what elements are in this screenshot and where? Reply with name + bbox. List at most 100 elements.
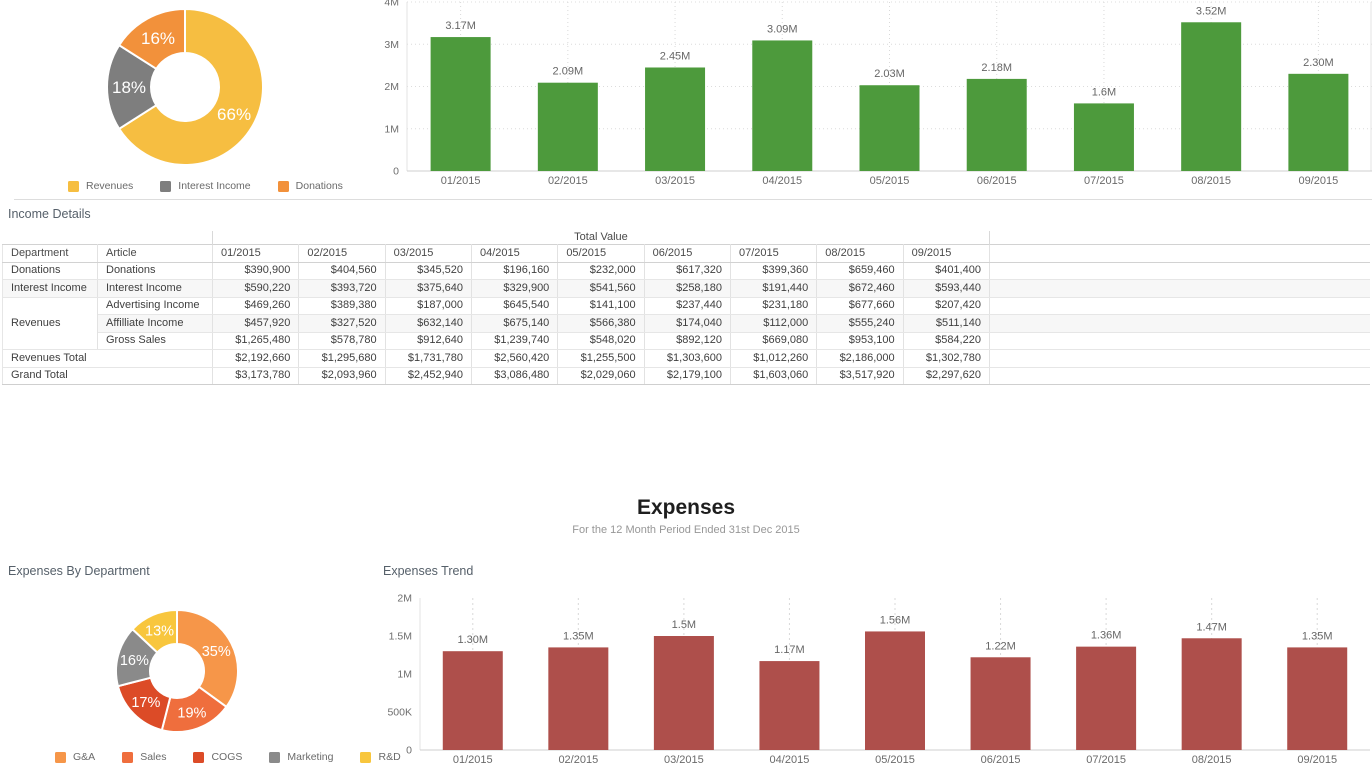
bar-04-2015[interactable] [759, 661, 820, 750]
value-cell: $345,520 [385, 262, 472, 280]
column-header-04-2015: 04/2015 [471, 244, 559, 263]
bar-03-2015[interactable] [645, 67, 706, 171]
legend-item-sales[interactable]: Sales [122, 751, 166, 763]
bar-07-2015[interactable] [1073, 103, 1134, 171]
bar-08-2015[interactable] [1181, 22, 1242, 172]
y-axis-tick-label: 4M [384, 0, 399, 9]
expenses-donut-legend: G&A Sales COGS Marketing R&D [55, 751, 401, 763]
value-cell: $2,192,660 [212, 349, 300, 368]
column-header-08-2015: 08/2015 [816, 244, 904, 263]
bar-value-label: 2.30M [1303, 57, 1334, 69]
value-cell: $659,460 [816, 262, 904, 280]
bar-value-label: 1.56M [880, 614, 911, 626]
value-cell: $404,560 [298, 262, 386, 280]
bar-09-2015[interactable] [1288, 73, 1349, 171]
value-cell: $672,460 [816, 279, 904, 298]
expenses-title: Expenses [636, 496, 736, 519]
value-cell: $231,180 [730, 297, 818, 315]
bar-02-2015[interactable] [548, 647, 609, 750]
value-cell: $1,302,780 [903, 349, 990, 368]
value-cell: $469,260 [212, 297, 300, 315]
bar-08-2015[interactable] [1181, 638, 1242, 750]
legend-item-cogs[interactable]: COGS [193, 751, 242, 763]
value-cell: $584,220 [903, 332, 990, 350]
value-cell: $1,303,600 [644, 349, 731, 368]
value-cell: $645,540 [471, 297, 559, 315]
value-cell: $141,100 [557, 297, 645, 315]
value-cell: $1,255,500 [557, 349, 645, 368]
income-trend-bar-chart: 4M 3M 2M 1M 0 3.17M 01/2015 2.09M 02/2015 2.45M 03… [380, 0, 1372, 205]
legend-item-g-a[interactable]: G&A [55, 751, 95, 763]
value-cell: $3,086,480 [471, 366, 559, 385]
x-axis-category-label: 05/2015 [875, 754, 915, 766]
table-row: Revenues Advertising Income $469,260 $389,3… [2, 297, 1370, 350]
bar-01-2015[interactable] [430, 37, 491, 171]
legend-swatch-icon [160, 180, 172, 192]
bar-02-2015[interactable] [537, 82, 598, 171]
x-axis-category-label: 01/2015 [441, 175, 481, 187]
row-label-grand-total: Grand Total [2, 366, 213, 385]
table-row: Revenues Total $2,192,660 $1,295,680 $1,731… [2, 349, 1370, 368]
article-cell: Gross Sales [97, 332, 213, 350]
table-row: Interest Income Interest Income $590,220 $3… [2, 279, 1370, 298]
table-row: Grand Total $3,173,780 $2,093,960 $2,452,94… [2, 366, 1370, 385]
bar-05-2015[interactable] [865, 631, 925, 750]
section-divider [14, 199, 1372, 200]
table-row: Gross Sales $1,265,480 $578,780 $912,640 $1,… [3, 332, 1370, 350]
value-cell: $511,140 [903, 314, 990, 333]
bar-07-2015[interactable] [1076, 646, 1137, 750]
slice-percent-label: 16% [120, 653, 149, 669]
legend-label: G&A [73, 751, 96, 763]
x-axis-category-label: 07/2015 [1086, 754, 1126, 766]
value-cell: $390,900 [212, 262, 300, 280]
column-header-01-2015: 01/2015 [212, 244, 300, 263]
bar-04-2015[interactable] [752, 40, 813, 172]
bar-value-label: 2.45M [660, 50, 691, 62]
article-cell: Advertising Income [97, 297, 213, 315]
value-cell: $1,265,480 [212, 332, 300, 350]
slice-percent-label: 19% [177, 705, 206, 721]
column-header-05-2015: 05/2015 [557, 244, 645, 263]
x-axis-category-label: 07/2015 [1084, 175, 1124, 187]
slice-percent-label: 13% [145, 624, 174, 640]
legend-item-donations[interactable]: Donations [277, 180, 343, 192]
column-header-article: Article [97, 244, 213, 263]
value-cell: $2,297,620 [903, 366, 990, 385]
bar-05-2015[interactable] [859, 85, 920, 171]
legend-item-interest-income[interactable]: Interest Income [160, 180, 251, 192]
income-trend-bar-svg: 4M 3M 2M 1M 0 3.17M 01/2015 2.09M 02/2015 2.45M 03… [384, 0, 1372, 187]
x-axis-category-label: 04/2015 [762, 175, 802, 187]
donut-slice-donations[interactable] [118, 8, 186, 70]
value-cell: $548,020 [557, 332, 645, 350]
legend-label: R&D [378, 751, 401, 763]
value-cell: $389,380 [298, 297, 386, 315]
bar-value-label: 1.36M [1091, 630, 1122, 642]
bar-09-2015[interactable] [1287, 647, 1348, 750]
legend-label: Marketing [287, 751, 334, 763]
bar-03-2015[interactable] [653, 636, 714, 750]
y-axis-tick-label: 2M [384, 81, 399, 93]
column-header-department: Department [2, 244, 98, 263]
legend-item-r-d[interactable]: R&D [360, 751, 401, 763]
donut-slice-revenues[interactable] [118, 8, 264, 166]
bar-06-2015[interactable] [970, 657, 1031, 750]
value-cell: $401,400 [903, 262, 990, 280]
value-cell: $196,160 [471, 262, 559, 280]
slice-percent-label: 35% [202, 644, 231, 660]
income-details-table: Total Value Department Article 01/2015 02/20… [2, 231, 1370, 385]
bar-06-2015[interactable] [966, 78, 1027, 171]
value-cell: $3,173,780 [212, 366, 300, 385]
value-cell: $191,440 [730, 279, 818, 298]
expenses-dept-donut-svg: 35% 19% 17% 16% 13% [115, 609, 239, 733]
legend-item-revenues[interactable]: Revenues [68, 180, 133, 192]
donut-slice-g-a[interactable] [176, 609, 239, 708]
article-cell: Donations [97, 262, 213, 280]
bar-value-label: 2.09M [553, 66, 584, 78]
slice-percent-label: 66% [217, 105, 251, 124]
bar-01-2015[interactable] [442, 651, 503, 750]
value-cell: $953,100 [816, 332, 904, 350]
donut-slice-r-d[interactable] [131, 609, 178, 654]
slice-percent-label: 17% [131, 695, 160, 711]
legend-item-marketing[interactable]: Marketing [269, 751, 333, 763]
value-cell: $2,029,060 [557, 366, 645, 385]
